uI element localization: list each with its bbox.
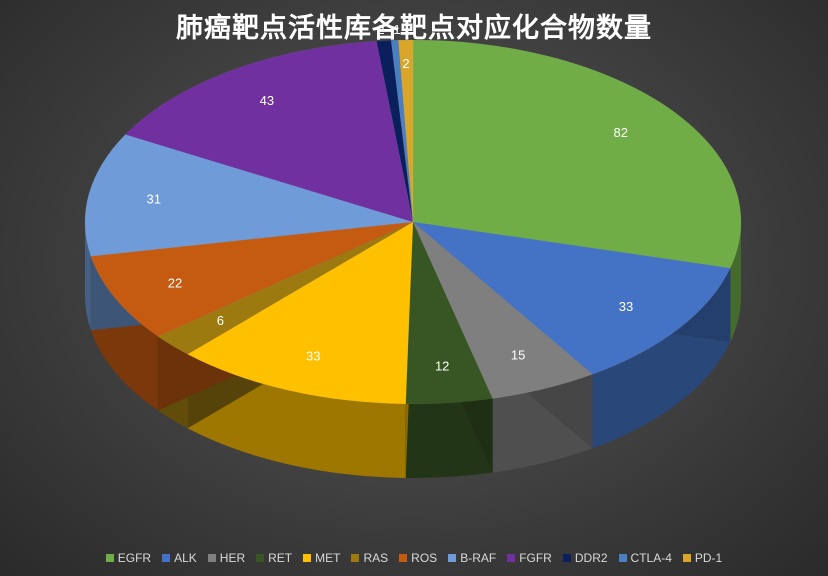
legend-item-pd-1: PD-1	[682, 551, 723, 565]
legend-item-b-raf: B-RAF	[448, 551, 496, 565]
data-label-fgfr: 43	[260, 93, 274, 108]
data-label-ros: 22	[168, 275, 182, 290]
legend-item-alk: ALK	[162, 551, 197, 565]
legend-swatch	[351, 554, 360, 562]
data-label-ras: 6	[217, 313, 224, 328]
slice-side-alk	[592, 268, 731, 449]
data-label-met: 33	[306, 349, 320, 364]
legend-swatch	[105, 554, 114, 562]
legend-label: MET	[315, 551, 341, 565]
legend-swatch	[448, 554, 457, 562]
data-label-ddr2: 2	[377, 22, 384, 37]
slice-met	[187, 221, 414, 405]
slice-her	[412, 221, 594, 399]
legend-label: CTLA-4	[630, 551, 672, 565]
legend-item-her: HER	[207, 551, 246, 565]
legend-swatch	[303, 554, 312, 562]
legend-item-ras: RAS	[351, 551, 388, 565]
chart-title: 肺癌靶点活性库各靶点对应化合物数量	[176, 13, 652, 44]
legend-swatch	[618, 554, 627, 562]
legend-swatch	[256, 554, 265, 562]
legend-label: RAS	[363, 551, 389, 565]
data-label-her: 15	[511, 347, 525, 362]
legend-swatch	[162, 554, 171, 562]
legend-swatch	[399, 554, 408, 562]
slice-b-raf	[84, 134, 414, 257]
legend-label: B-RAF	[460, 551, 497, 565]
slice-ddr2	[376, 40, 414, 223]
legend-label: DDR2	[574, 551, 608, 565]
legend-label: ROS	[411, 551, 438, 565]
data-label-pd-1: 2	[402, 56, 409, 71]
legend-swatch	[507, 554, 516, 562]
legend-item-ret: RET	[256, 551, 292, 565]
slice-egfr	[412, 39, 742, 269]
legend-item-ddr2: DDR2	[562, 551, 608, 565]
slice-alk	[412, 221, 731, 375]
slice-ros	[90, 221, 414, 337]
legend-item-fgfr: FGFR	[507, 551, 552, 565]
data-label-ret: 12	[435, 359, 449, 374]
legend-item-egfr: EGFR	[105, 551, 152, 565]
slice-side-egfr	[730, 222, 741, 343]
slice-ctla-4	[390, 39, 414, 223]
data-label-b-raf: 31	[147, 191, 161, 206]
legend-label: EGFR	[117, 551, 152, 565]
legend-label: HER	[219, 551, 246, 565]
slice-ret	[405, 221, 493, 405]
legend-label: RET	[268, 551, 293, 565]
pie-slices	[84, 39, 742, 405]
slice-side-b-raf	[85, 222, 91, 331]
legend-label: PD-1	[694, 551, 723, 565]
chart-legend: EGFR ALK HER RET MET RAS ROS B-RAF FGFR DDR2 CTLA-…	[0, 551, 828, 565]
slice-ras	[157, 221, 414, 355]
legend-label: FGFR	[519, 551, 552, 565]
data-label-ctla-4: 1	[393, 22, 400, 37]
data-label-egfr: 82	[613, 125, 627, 140]
slice-fgfr	[124, 40, 414, 223]
legend-label: ALK	[174, 551, 197, 565]
legend-item-ros: ROS	[399, 551, 437, 565]
legend-swatch	[682, 554, 691, 562]
legend-item-ctla-4: CTLA-4	[618, 551, 672, 565]
data-label-alk: 33	[619, 299, 633, 314]
legend-item-met: MET	[303, 551, 340, 565]
legend-swatch	[207, 554, 216, 562]
legend-swatch	[562, 554, 571, 562]
slice-pd-1	[398, 39, 414, 223]
